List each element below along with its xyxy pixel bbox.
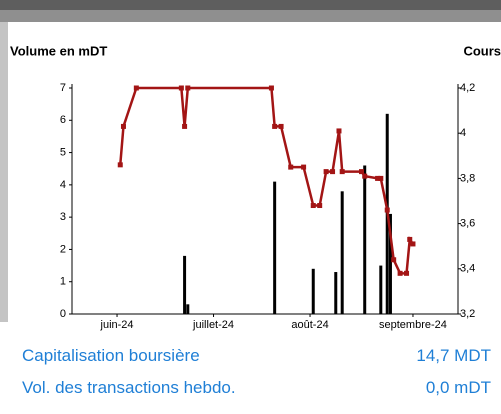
y-tick-label: 1 (60, 276, 66, 288)
price-marker (117, 162, 123, 168)
y-tick-label: 2 (60, 243, 66, 255)
chart: Volume en mDT Cours 0 1 2 3 4 5 6 7 3,2 3,4 3,6 3,8… (0, 0, 501, 331)
price-marker (182, 123, 188, 129)
bar (311, 268, 315, 314)
price-marker (404, 270, 410, 276)
y-tick-label: 7 (60, 82, 66, 94)
y-tick-label: 0 (60, 308, 66, 320)
price-marker (268, 85, 274, 91)
y2-tick-label: 3,4 (460, 263, 475, 275)
price-marker (391, 257, 397, 263)
stat-value: 0,0 mDT (425, 378, 491, 397)
y2-title: Cours (463, 43, 501, 58)
y2-tick-label: 3,2 (460, 308, 475, 320)
price-marker (178, 85, 184, 91)
x-tick-label: août-24 (291, 319, 328, 331)
y2-tick-label: 3,6 (460, 218, 475, 230)
stat-label: Capitalisation boursière (22, 346, 200, 365)
bar (186, 304, 190, 314)
y2-tick-label: 4,2 (460, 82, 475, 94)
price-marker (310, 203, 316, 209)
y-tick-label: 4 (60, 179, 66, 191)
x-tick-label: juin-24 (100, 319, 134, 331)
price-marker (278, 123, 284, 129)
price-marker (317, 203, 323, 209)
price-marker (185, 85, 191, 91)
y-tick-label: 5 (60, 146, 66, 158)
price-marker (288, 164, 294, 170)
y-tick-label: 6 (60, 114, 66, 126)
price-marker (397, 270, 403, 276)
top-bar (0, 0, 501, 10)
bar (183, 255, 187, 314)
price-marker (359, 169, 364, 175)
bar (379, 265, 383, 314)
price-marker (323, 169, 329, 175)
bar (388, 213, 392, 314)
top-band (0, 10, 501, 22)
y2-tick-label: 3,8 (460, 172, 475, 184)
y2-tick-label: 4 (460, 127, 466, 139)
x-tick-label: juillet-24 (192, 319, 234, 331)
stat-label: Vol. des transactions hebdo. (22, 378, 236, 397)
price-marker (407, 236, 413, 242)
bar (363, 165, 367, 314)
price-marker (330, 169, 336, 175)
price-marker (301, 164, 307, 170)
y-tick-label: 3 (60, 211, 66, 223)
stat-value: 14,7 MDT (416, 346, 491, 365)
left-edge (0, 22, 8, 322)
price-marker (336, 128, 342, 134)
price-marker (339, 169, 345, 175)
y-title: Volume en mDT (10, 43, 107, 58)
price-marker (133, 85, 139, 91)
price-marker (384, 207, 390, 213)
price-marker (120, 123, 126, 129)
price-marker (272, 123, 278, 129)
bar (273, 181, 277, 314)
price-line (119, 86, 414, 275)
price-marker (378, 175, 384, 181)
price-marker (362, 173, 368, 179)
price-marker (375, 175, 381, 181)
bar (340, 191, 344, 314)
price-marker (410, 241, 416, 247)
x-tick-label: septembre-24 (379, 319, 447, 331)
bar (334, 272, 338, 314)
